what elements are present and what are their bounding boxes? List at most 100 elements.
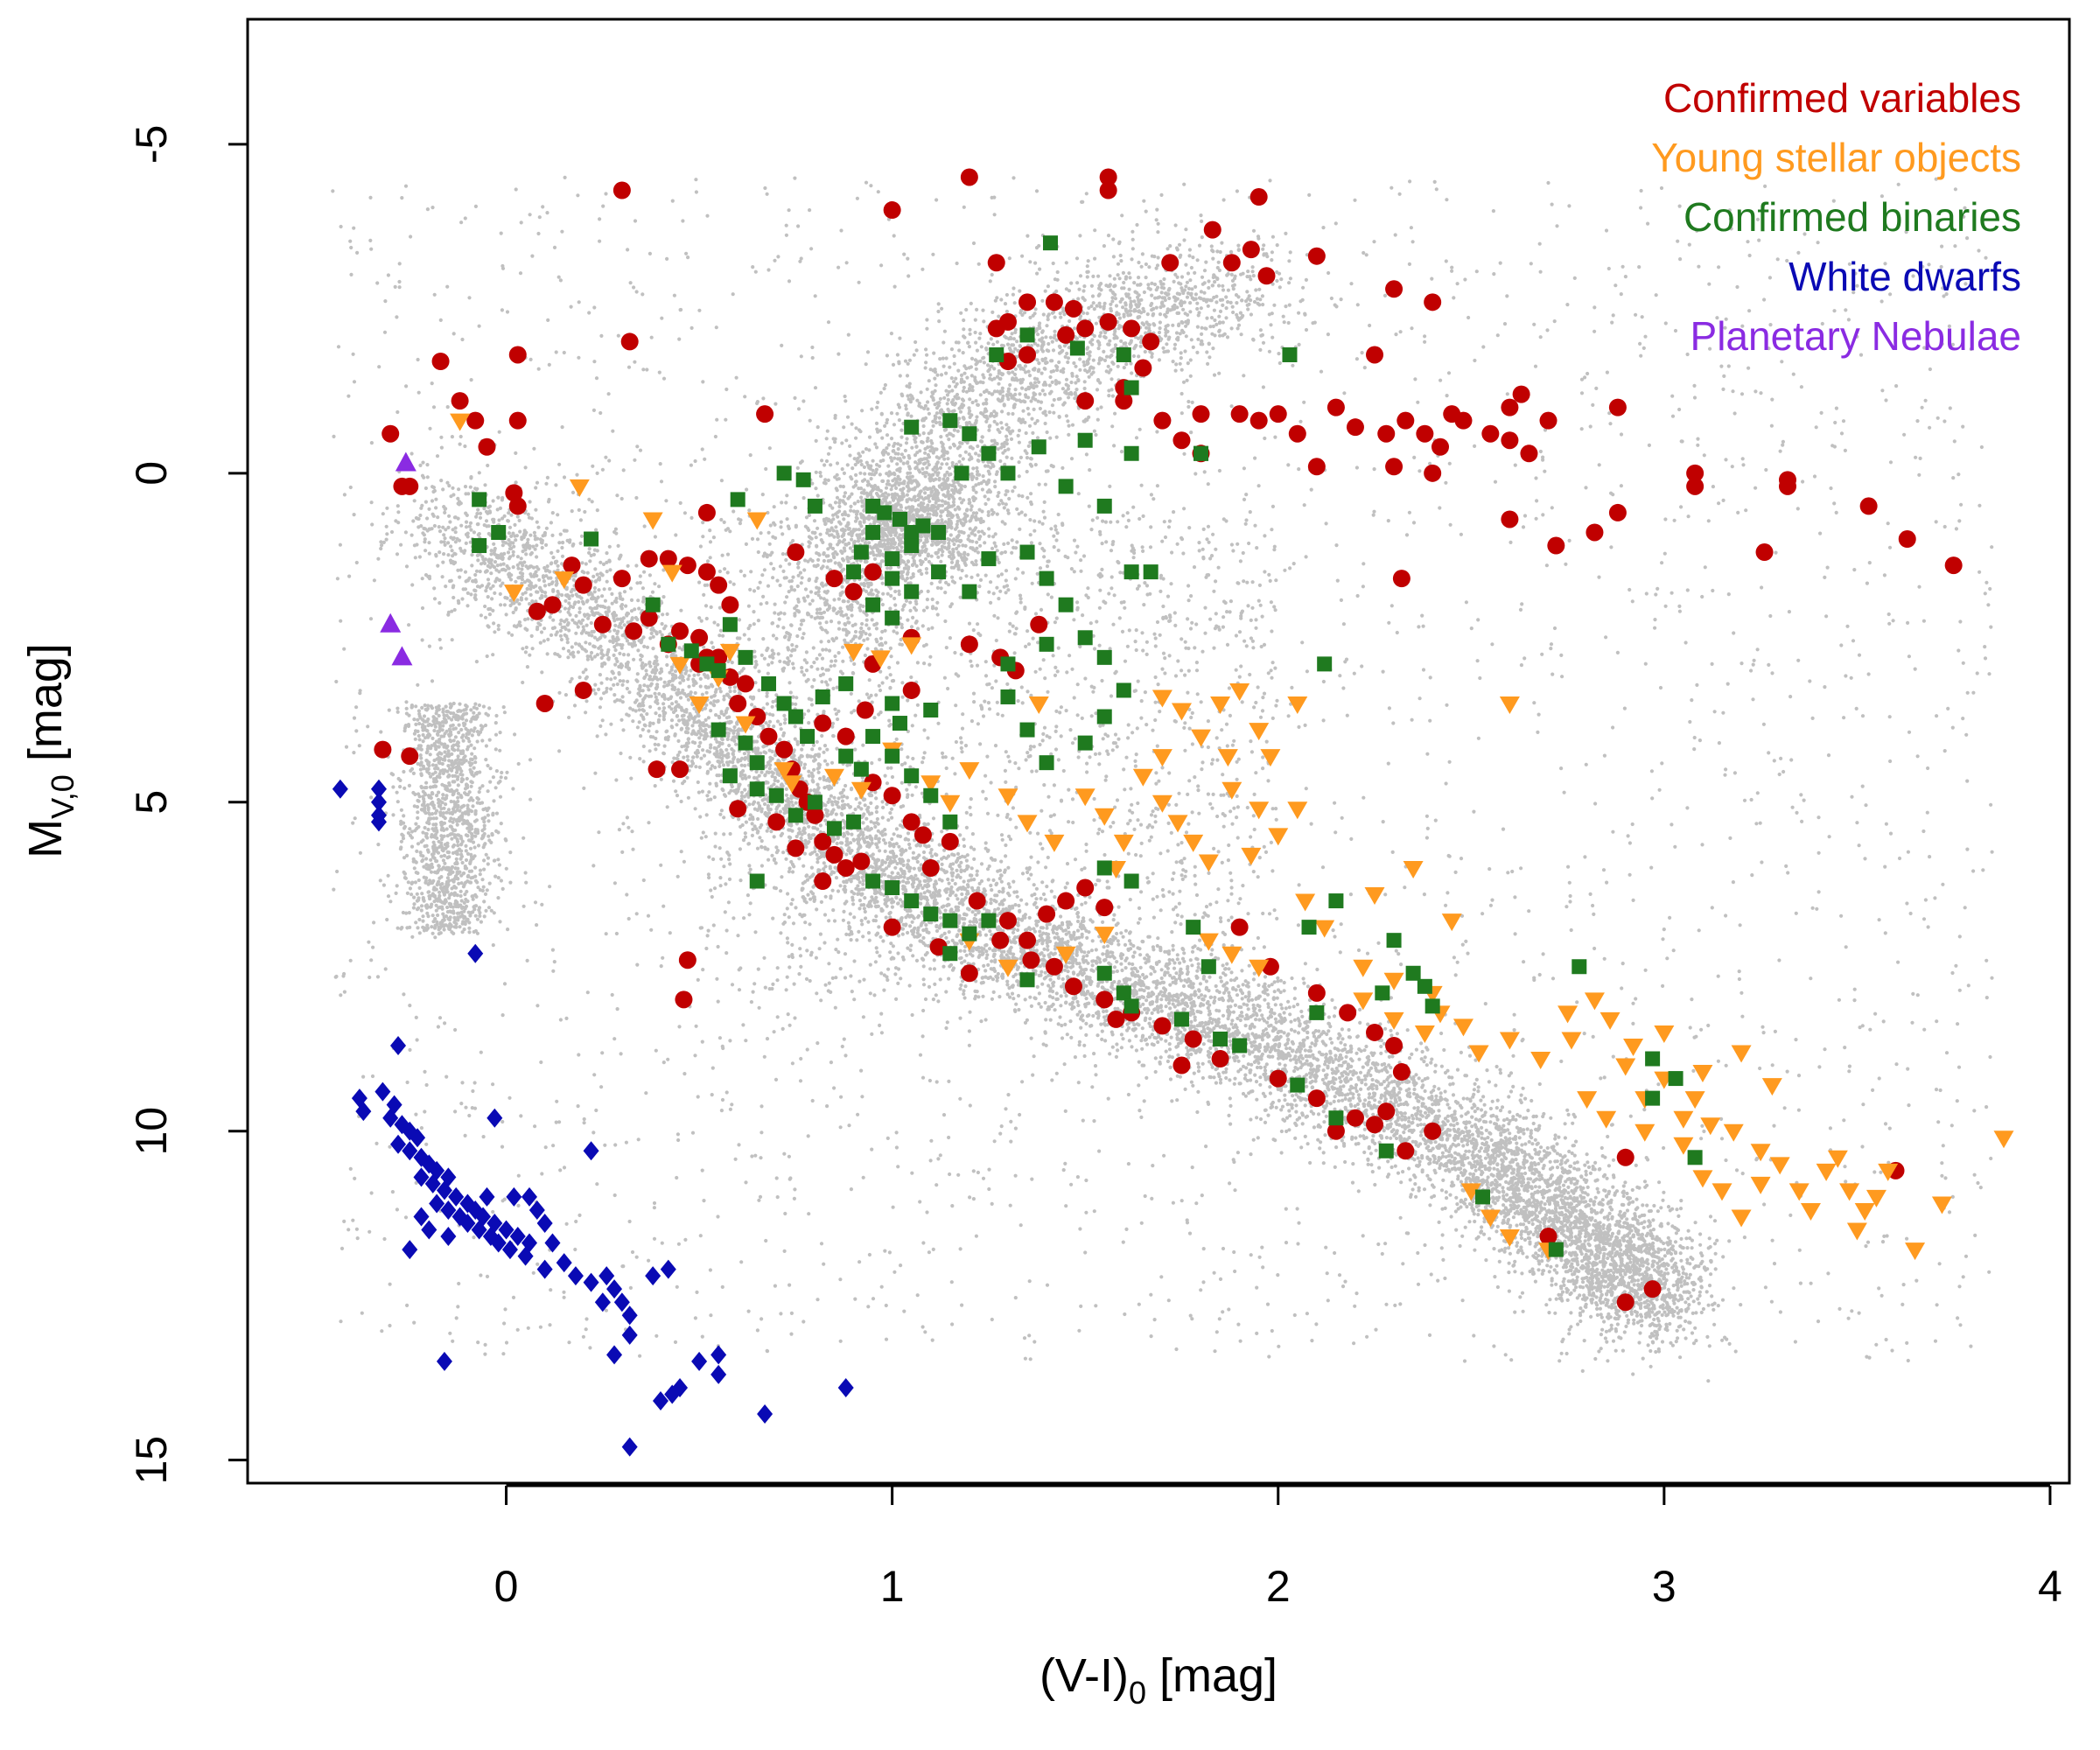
field-star-point: [602, 587, 606, 592]
field-star-point: [1276, 988, 1281, 992]
field-star-point: [816, 827, 820, 831]
field-star-point: [907, 984, 912, 988]
field-star-point: [653, 671, 657, 676]
field-star-point: [1130, 1045, 1134, 1049]
field-star-point: [1468, 1172, 1473, 1176]
field-star-point: [1631, 1200, 1635, 1204]
field-star-point: [385, 532, 389, 536]
field-star-point: [1602, 1320, 1606, 1324]
field-star-point: [1280, 1104, 1285, 1109]
field-star-point: [1595, 1186, 1600, 1191]
field-star-point: [1601, 1174, 1606, 1179]
field-star-point: [1662, 1310, 1667, 1314]
field-star-point: [1343, 1043, 1348, 1047]
field-star-point: [1011, 930, 1016, 934]
field-star-point: [864, 835, 869, 840]
field-star-point: [686, 697, 691, 702]
field-star-point: [1513, 1259, 1517, 1264]
field-star-point: [1354, 1089, 1359, 1094]
field-star-point: [1166, 1001, 1172, 1005]
field-star-point: [1290, 1106, 1294, 1110]
field-star-point: [497, 430, 501, 434]
field-star-point: [1044, 1018, 1048, 1022]
field-star-point: [1634, 1197, 1639, 1201]
field-star-point: [616, 637, 620, 641]
field-star-point: [1464, 1125, 1468, 1130]
field-star-point: [1359, 1087, 1363, 1091]
field-star-point: [1508, 1137, 1512, 1141]
field-star-point: [1483, 1110, 1488, 1115]
field-star-point: [677, 646, 682, 650]
field-star-point: [991, 878, 996, 883]
field-star-point: [576, 650, 581, 654]
field-star-point: [1288, 1012, 1292, 1017]
field-star-point: [1094, 1073, 1098, 1077]
field-star-point: [1522, 1222, 1526, 1227]
field-star-point: [1505, 1193, 1509, 1197]
field-star-point: [1579, 1174, 1584, 1179]
field-star-point: [834, 876, 839, 880]
field-star-point: [1443, 1089, 1447, 1094]
field-star-point: [673, 733, 677, 738]
field-star-point: [1274, 1105, 1278, 1110]
field-star-point: [444, 584, 448, 589]
field-star-point: [797, 857, 802, 861]
field-star-point: [963, 944, 968, 948]
field-star-point: [1029, 1004, 1033, 1008]
field-star-point: [1672, 1301, 1676, 1306]
field-star-point: [1293, 1136, 1298, 1140]
field-star-point: [640, 586, 646, 591]
field-star-point: [636, 648, 640, 653]
field-star-point: [1662, 1254, 1667, 1258]
field-star-point: [1522, 1162, 1526, 1166]
field-star-point: [1464, 1149, 1468, 1153]
field-star-point: [737, 690, 742, 696]
field-star-point: [972, 878, 976, 882]
field-star-point: [817, 746, 822, 751]
field-star-point: [1045, 926, 1049, 930]
field-star-point: [900, 932, 905, 936]
field-star-point: [1518, 1295, 1522, 1299]
field-star-point: [1016, 923, 1020, 928]
field-star-point: [554, 633, 558, 637]
field-star-point: [1089, 948, 1094, 953]
field-star-point: [1362, 1048, 1367, 1053]
field-star-point: [748, 817, 752, 822]
field-star-point: [858, 801, 862, 805]
field-star-point: [1425, 1173, 1430, 1178]
field-star-point: [1685, 1246, 1690, 1250]
field-star-point: [574, 613, 578, 619]
field-star-point: [1527, 1220, 1531, 1225]
field-star-point: [592, 654, 598, 659]
field-star-point: [819, 900, 824, 904]
field-star-point: [1356, 1189, 1361, 1194]
field-star-point: [829, 794, 834, 798]
field-star-point: [1533, 1147, 1537, 1152]
field-star-point: [498, 506, 503, 511]
field-star-point: [922, 891, 927, 895]
field-star-point: [707, 790, 711, 794]
field-star-point: [850, 849, 854, 853]
field-star-point: [1334, 1071, 1338, 1075]
field-star-point: [1303, 1048, 1307, 1053]
field-star-point: [889, 807, 894, 811]
field-star-point: [647, 729, 651, 733]
field-star-point: [1593, 1356, 1598, 1362]
field-star-point: [1476, 1208, 1481, 1213]
field-star-point: [515, 555, 521, 559]
field-star-point: [1480, 1171, 1485, 1175]
field-star-point: [906, 930, 910, 935]
field-star-point: [1321, 1110, 1326, 1114]
field-star-point: [1561, 1183, 1566, 1187]
field-star-point: [1208, 1046, 1213, 1051]
field-star-point: [1625, 1191, 1629, 1196]
field-star-point: [984, 969, 988, 973]
field-star-point: [1006, 865, 1011, 870]
field-star-point: [1694, 1311, 1698, 1315]
field-star-point: [675, 794, 680, 798]
field-star-point: [1158, 981, 1163, 985]
field-star-point: [1278, 978, 1283, 983]
field-star-point: [486, 578, 491, 582]
field-star-point: [1555, 1152, 1559, 1156]
field-star-point: [767, 766, 772, 771]
